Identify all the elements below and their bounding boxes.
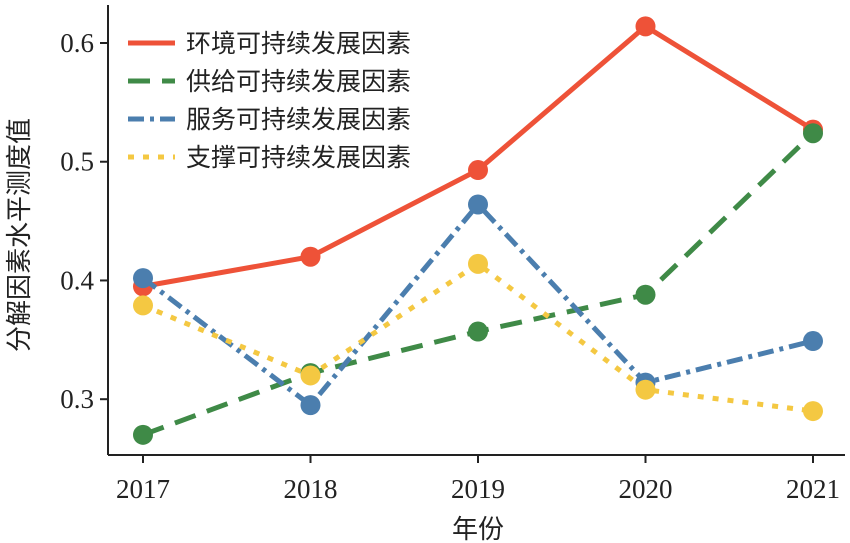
series-line (142, 260, 814, 414)
x-tick-label: 2019 (451, 474, 505, 504)
data-point (635, 284, 656, 305)
data-point (803, 401, 823, 422)
legend-label: 供给可持续发展因素 (186, 68, 411, 96)
data-point (300, 395, 321, 416)
series-line (141, 200, 814, 409)
x-tick-label: 2020 (619, 474, 673, 504)
series-3 (133, 253, 823, 422)
data-point (803, 331, 823, 352)
x-tick-label: 2021 (786, 474, 840, 504)
y-tick-label: 0.6 (60, 28, 94, 58)
data-point (635, 379, 656, 400)
data-point (133, 424, 153, 445)
y-tick-label: 0.5 (60, 147, 94, 177)
legend-label: 支撑可持续发展因素 (186, 144, 411, 172)
data-point (468, 321, 488, 342)
data-point (635, 16, 656, 37)
axes: 0.3 0.4 0.5 0.6 2017 2018 2019 2020 2021 (60, 5, 845, 504)
series-2 (133, 194, 823, 416)
y-tick-label: 0.4 (60, 265, 94, 295)
x-tick-label: 2017 (116, 474, 170, 504)
legend-label: 环境可持续发展因素 (186, 30, 411, 58)
y-tick-label: 0.3 (60, 384, 94, 414)
x-tick-label: 2018 (284, 474, 338, 504)
data-point (300, 246, 321, 267)
legend-label: 服务可持续发展因素 (186, 106, 411, 134)
data-point (300, 365, 321, 386)
series-group (133, 16, 823, 445)
x-axis-label: 年份 (452, 515, 504, 543)
data-point (133, 295, 153, 316)
data-point (468, 253, 488, 274)
data-point (468, 194, 488, 215)
y-axis-label: 分解因素水平测度值 (5, 118, 34, 352)
data-point (803, 123, 823, 144)
data-point (468, 160, 488, 181)
data-point (133, 268, 153, 289)
